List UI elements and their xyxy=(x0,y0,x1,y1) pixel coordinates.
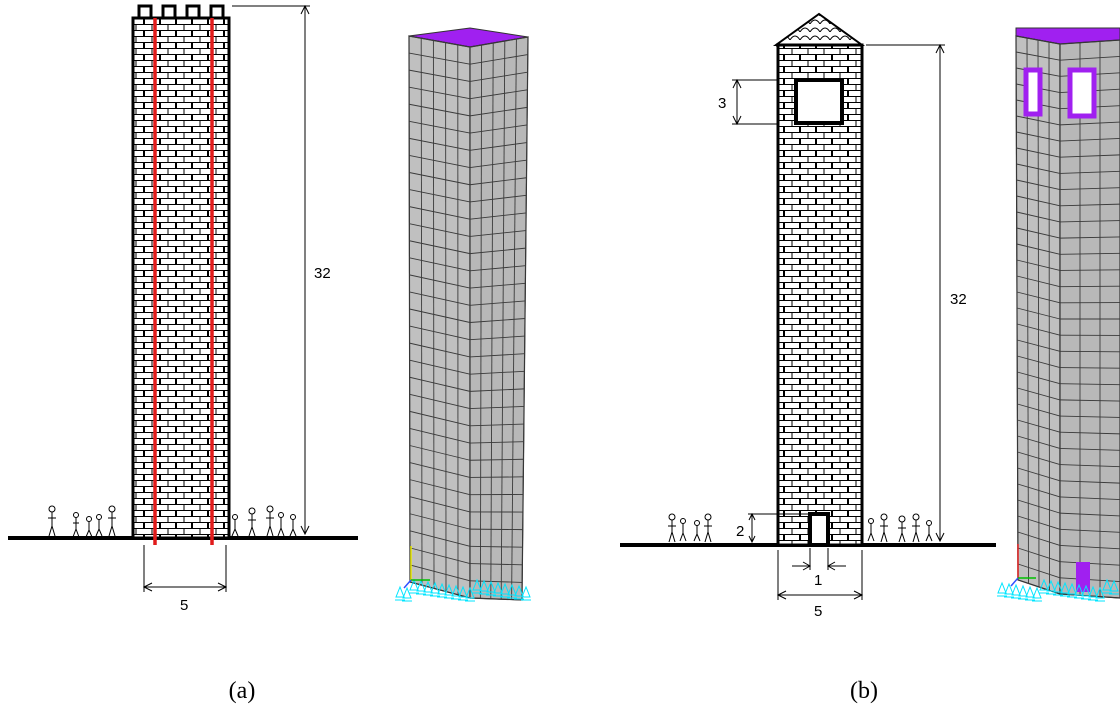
mesh-a-grid xyxy=(408,35,529,601)
width-label-a: 5 xyxy=(180,597,188,614)
door-width-label: 1 xyxy=(814,572,822,589)
width-dimension-b xyxy=(776,550,864,600)
door-height-dimension xyxy=(748,512,810,544)
height-dimension-b xyxy=(866,43,945,543)
door-height-label: 2 xyxy=(736,523,744,540)
people-figures-b xyxy=(668,513,933,543)
window-label: 3 xyxy=(718,95,726,112)
height-label-b: 32 xyxy=(950,291,967,308)
panel-a-mesh xyxy=(395,27,531,602)
panel-b-mesh xyxy=(997,27,1120,602)
mesh-a-body xyxy=(408,35,471,599)
window-dimension xyxy=(732,78,778,126)
mesh-b-window-right xyxy=(1067,67,1097,119)
width-label-b: 5 xyxy=(814,603,822,620)
mesh-b-window-left xyxy=(1023,67,1043,117)
coordinate-triad-b xyxy=(1010,544,1036,587)
coordinate-triad-a xyxy=(403,546,430,589)
mesh-a-supports xyxy=(395,578,531,602)
caption-a: (a) xyxy=(229,678,256,704)
tower-b-window xyxy=(794,78,844,125)
people-figures-a xyxy=(48,505,297,538)
caption-b: (b) xyxy=(850,678,878,704)
mesh-b-supports xyxy=(997,578,1119,602)
height-label-a: 32 xyxy=(314,265,331,282)
tower-b-body xyxy=(776,43,864,547)
panel-a-elevation: 32 5 xyxy=(8,4,358,614)
panel-b-elevation: 3 32 2 1 xyxy=(620,12,996,620)
height-dimension-a xyxy=(232,4,310,536)
tower-a-body xyxy=(131,16,231,540)
tower-b-door xyxy=(808,512,830,547)
width-dimension-a xyxy=(142,545,228,592)
mesh-b-door-opening xyxy=(1076,562,1090,592)
door-width-dimension xyxy=(792,548,846,571)
battlements-a xyxy=(137,4,225,20)
tower-b-roof xyxy=(772,12,866,46)
